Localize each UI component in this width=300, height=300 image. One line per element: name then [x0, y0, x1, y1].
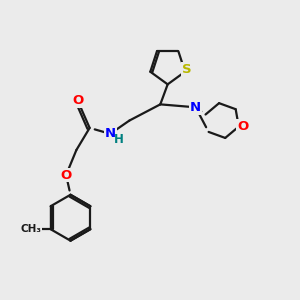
Text: O: O [72, 94, 83, 107]
Text: O: O [237, 120, 248, 133]
Text: S: S [182, 63, 191, 76]
Text: CH₃: CH₃ [21, 224, 42, 234]
Text: O: O [61, 169, 72, 182]
Text: H: H [114, 133, 123, 146]
Text: N: N [105, 127, 116, 140]
Text: N: N [190, 101, 201, 114]
